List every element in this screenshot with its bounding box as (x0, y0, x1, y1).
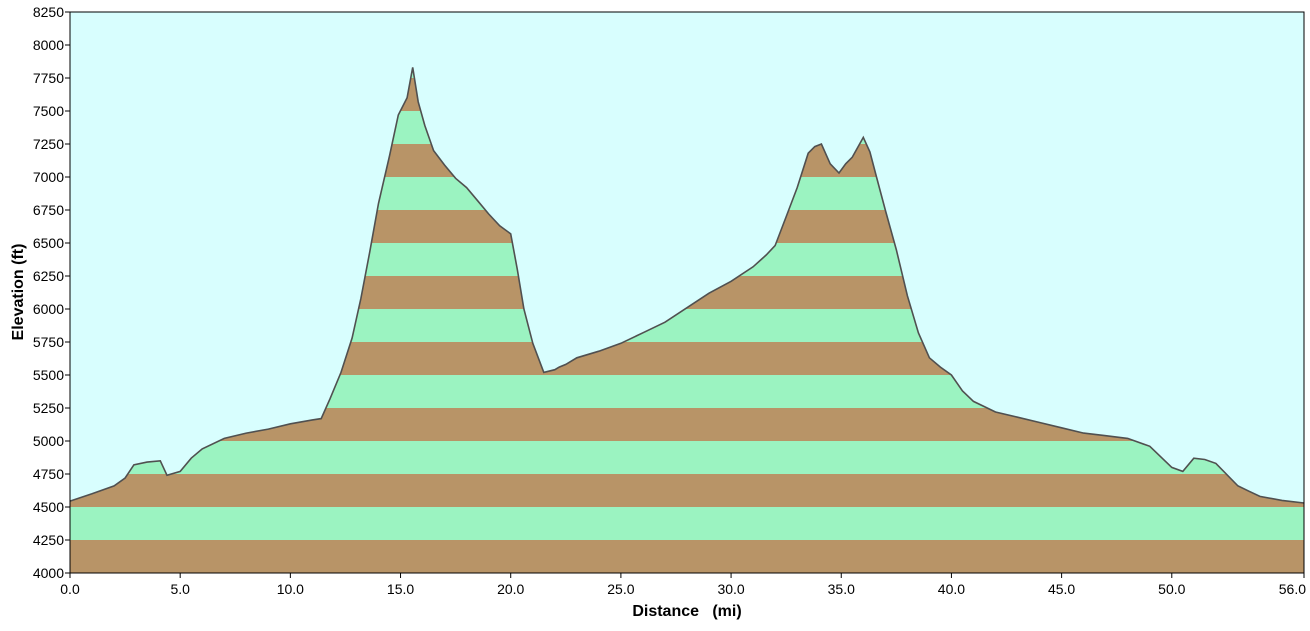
y-axis: 4000 4250 4500 4750 5000 5250 5500 5750 6000 6250… (33, 4, 70, 581)
y-tick-label: 6750 (33, 202, 64, 218)
y-axis-title: Elevation (ft) (10, 244, 27, 341)
y-tick-label: 5500 (33, 367, 64, 383)
x-tick-label: 40.0 (938, 581, 965, 597)
x-tick-label: 56.0 (1279, 581, 1306, 597)
x-tick-label: 25.0 (607, 581, 634, 597)
x-tick-label: 15.0 (387, 581, 414, 597)
y-tick-label: 5750 (33, 334, 64, 350)
y-tick-label: 6500 (33, 235, 64, 251)
elevation-profile-line (69, 67, 1305, 504)
x-tick-label: 35.0 (828, 581, 855, 597)
x-tick-label: 30.0 (717, 581, 744, 597)
elevation-band (70, 540, 1304, 573)
y-tick-label: 6250 (33, 268, 64, 284)
x-tick-label: 5.0 (170, 581, 190, 597)
y-tick-label: 5250 (33, 400, 64, 416)
y-tick-label: 7500 (33, 103, 64, 119)
y-tick-label: 4000 (33, 565, 64, 581)
y-tick-label: 7250 (33, 136, 64, 152)
x-tick-label: 45.0 (1048, 581, 1075, 597)
y-tick-label: 7000 (33, 169, 64, 185)
y-tick-label: 4750 (33, 466, 64, 482)
y-tick-label: 7750 (33, 70, 64, 86)
elevation-band (70, 507, 1304, 540)
y-tick-label: 8000 (33, 37, 64, 53)
y-tick-label: 5000 (33, 433, 64, 449)
x-axis-title: Distance (mi) (632, 603, 741, 620)
x-axis: 0.0 5.0 10.0 15.0 20.0 25.0 30.0 35.0 40.0 45.0 50… (60, 573, 1306, 597)
x-tick-label: 0.0 (60, 581, 80, 597)
y-tick-label: 8250 (33, 4, 64, 20)
plot-frame (69, 11, 1305, 574)
x-tick-label: 50.0 (1158, 581, 1185, 597)
y-tick-label: 4250 (33, 532, 64, 548)
elevation-band (70, 474, 1304, 507)
y-tick-label: 6000 (33, 301, 64, 317)
x-tick-label: 10.0 (277, 581, 304, 597)
x-tick-label: 20.0 (497, 581, 524, 597)
elevation-band (70, 441, 1304, 474)
y-tick-label: 4500 (33, 499, 64, 515)
